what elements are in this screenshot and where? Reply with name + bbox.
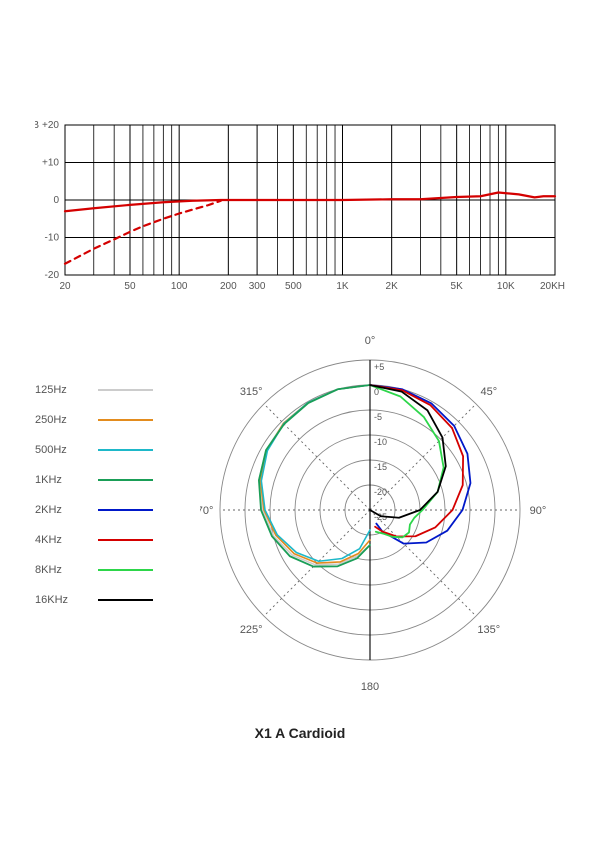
frequency-response-chart: -20-100+10+20dB20501002003005001K2K5K10K… [35,115,565,275]
svg-text:50: 50 [124,281,136,292]
svg-text:-10: -10 [45,233,60,244]
legend-swatch [98,539,153,541]
legend-row: 250Hz [35,405,175,435]
svg-text:dB: dB [35,120,39,131]
legend-label: 8KHz [35,564,90,576]
chart-page: -20 -10 0 +10 +20dB 20 50 100 200 300 500 1K 2K 5K 10K… [0,0,600,849]
svg-text:+20: +20 [42,120,59,131]
freq-response-svg: -20 -10 0 +10 +20dB 20 50 100 200 300 500 1K 2K 5K 10K… [35,115,565,315]
svg-text:-10: -10 [374,437,387,447]
svg-text:500: 500 [285,281,302,292]
legend-swatch [98,569,153,571]
legend-swatch [98,599,153,601]
svg-text:270°: 270° [200,505,213,517]
svg-text:20KHz: 20KHz [540,281,565,292]
svg-text:300: 300 [249,281,266,292]
legend-row: 125Hz [35,375,175,405]
svg-text:0: 0 [53,195,59,206]
legend-label: 4KHz [35,534,90,546]
svg-text:200: 200 [220,281,237,292]
svg-text:-15: -15 [374,462,387,472]
polar-legend: 125Hz 250Hz 500Hz 1KHz 2KHz 4KHz 8KHz 16KHz [35,375,175,615]
svg-text:10K: 10K [497,281,515,292]
svg-text:0°: 0° [365,335,376,347]
svg-text:2K: 2K [386,281,399,292]
legend-row: 4KHz [35,525,175,555]
legend-label: 1KHz [35,474,90,486]
legend-label: 125Hz [35,384,90,396]
svg-text:-5: -5 [374,412,382,422]
svg-text:180: 180 [361,681,379,693]
chart-title: X1 A Cardioid [0,725,600,741]
svg-text:45°: 45° [480,386,497,398]
svg-text:5K: 5K [451,281,464,292]
legend-label: 500Hz [35,444,90,456]
legend-label: 2KHz [35,504,90,516]
svg-text:+10: +10 [42,158,59,169]
legend-row: 1KHz [35,465,175,495]
legend-swatch [98,419,153,421]
svg-text:135°: 135° [477,624,500,636]
svg-text:225°: 225° [240,624,263,636]
svg-text:315°: 315° [240,386,263,398]
legend-swatch [98,449,153,451]
legend-label: 250Hz [35,414,90,426]
svg-text:20: 20 [59,281,71,292]
legend-row: 500Hz [35,435,175,465]
svg-text:90°: 90° [530,505,547,517]
polar-pattern-chart: +50-5-10-15-20-250°45°90°135°180225°270°… [200,330,560,690]
svg-text:-20: -20 [45,270,60,281]
legend-swatch [98,509,153,511]
legend-row: 2KHz [35,495,175,525]
legend-label: 16KHz [35,594,90,606]
svg-text:+5: +5 [374,362,384,372]
polar-svg: +50-5-10-15-20-250°45°90°135°180225°270°… [200,330,560,730]
legend-swatch [98,479,153,481]
svg-text:100: 100 [171,281,188,292]
legend-row: 8KHz [35,555,175,585]
legend-row: 16KHz [35,585,175,615]
svg-text:1K: 1K [336,281,349,292]
polar-section: 125Hz 250Hz 500Hz 1KHz 2KHz 4KHz 8KHz 16KHz +5 0… [0,320,600,740]
legend-swatch [98,389,153,391]
